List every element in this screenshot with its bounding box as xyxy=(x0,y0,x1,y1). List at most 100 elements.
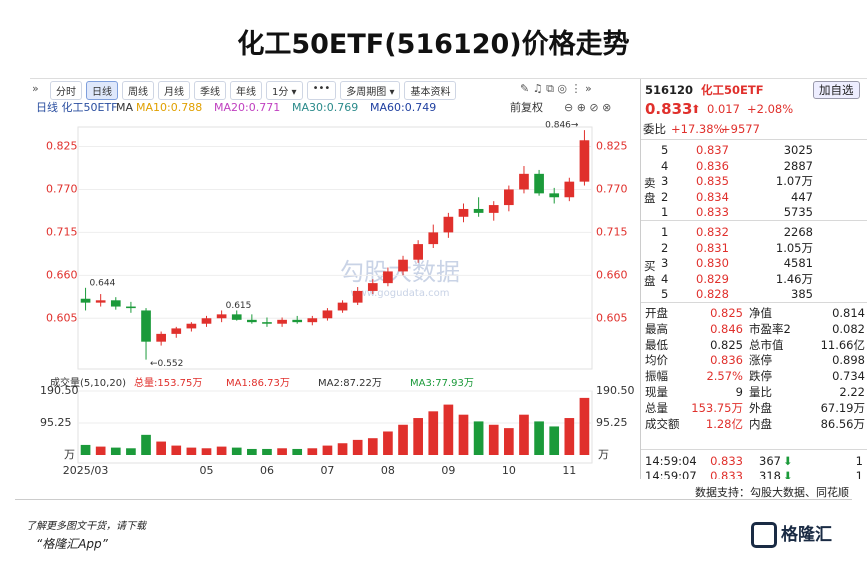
panel-cell: 0.836 xyxy=(696,158,729,173)
ma-label: MA60:0.749 xyxy=(370,101,436,114)
toolbar-button[interactable]: 分时 xyxy=(50,81,82,100)
panel-cell: 2 xyxy=(661,240,669,255)
volume-legend: MA1:86.73万 xyxy=(226,378,290,389)
tool-icons[interactable]: ✎ ♫ ⧉ ◎ ⋮ » xyxy=(520,82,592,95)
volume-bar xyxy=(110,447,121,455)
expand-icon[interactable]: » xyxy=(32,82,39,95)
panel-cell: 0.836 xyxy=(710,353,743,368)
candle-body xyxy=(292,319,303,323)
panel-cell: 0.814 xyxy=(832,306,865,320)
separator xyxy=(641,139,867,140)
panel-row: 2 0.831 1.05万 xyxy=(641,240,867,256)
y-tick-label-right: 0.660 xyxy=(596,268,628,281)
app-name: “格隆汇App” xyxy=(36,537,108,551)
candle-body xyxy=(534,173,544,194)
volume-bar xyxy=(504,428,514,455)
volume-bar xyxy=(277,448,287,455)
volume-bar xyxy=(473,421,484,455)
candle-body xyxy=(519,173,529,190)
ma-label: MA xyxy=(116,101,133,114)
indicator-label: 日线 化工50ETF xyxy=(36,100,118,114)
panel-row: 最低 0.825 总市值 11.66亿 xyxy=(641,337,867,353)
toolbar-button[interactable]: 多周期图 ▾ xyxy=(340,81,401,100)
ma-label: MA30:0.769 xyxy=(292,101,358,114)
panel-row: 均价 0.836 涨停 0.898 xyxy=(641,352,867,368)
volume-bar xyxy=(231,447,242,455)
panel-row: 14:59:04 0.833 367 1 ⬇ xyxy=(641,453,867,469)
panel-cell: 0.837 xyxy=(696,143,729,157)
toolbar-button[interactable]: ••• xyxy=(306,81,337,100)
volume-bar xyxy=(322,445,333,455)
toolbar-button[interactable]: 季线 xyxy=(194,81,226,100)
candle-body xyxy=(156,333,166,342)
volume-bar xyxy=(534,421,544,455)
toolbar-button[interactable]: 日线 xyxy=(86,81,118,100)
watermark-url: www.gogudata.com xyxy=(350,288,449,299)
panel-row: 14:59:07 0.833 318 1 ⬇ xyxy=(641,468,867,479)
y-tick-label: 0.715 xyxy=(46,225,78,238)
promo: 了解更多图文干货，请下载 xyxy=(26,521,146,532)
toolbar-button[interactable]: 1分 ▾ xyxy=(266,81,303,100)
panel-cell: 11.66亿 xyxy=(820,337,865,352)
panel-row: 5 0.828 385 xyxy=(641,286,867,302)
panel-cell: 跌停 xyxy=(749,369,772,384)
volume-bar xyxy=(579,397,590,455)
panel-row: 总量 153.75万 外盘 67.19万 xyxy=(641,400,867,416)
ma-label: MA10:0.788 xyxy=(136,101,202,114)
candle-body xyxy=(564,181,575,198)
panel-cell: 0.846 xyxy=(710,321,743,336)
annotation: 0.615 xyxy=(226,301,252,311)
panel-cell: 涨停 xyxy=(749,353,772,368)
volume-bar xyxy=(549,426,560,455)
add-watch-button[interactable]: 加自选 xyxy=(813,81,860,99)
toolbar-button[interactable]: 周线 xyxy=(122,81,154,100)
toolbar-button[interactable]: 基本资料 xyxy=(404,81,457,100)
panel-cell: 3 xyxy=(661,174,669,188)
panel-cell: 3 xyxy=(661,256,669,270)
panel-cell: 2 xyxy=(661,189,669,204)
panel-cell: +2.08% xyxy=(747,102,794,116)
volume-bar xyxy=(95,446,106,455)
volume-bar xyxy=(186,447,197,455)
panel-cell: 0.829 xyxy=(696,271,729,286)
y-tick-label: 0.770 xyxy=(46,182,78,195)
toolbar-button[interactable]: 年线 xyxy=(230,81,262,100)
panel-cell: 67.19万 xyxy=(820,400,865,415)
candle-body xyxy=(458,208,469,217)
candle-body xyxy=(126,306,136,309)
panel-cell: +17.38% xyxy=(671,122,725,136)
panel-cell: 0.833 xyxy=(696,205,729,219)
candle-body xyxy=(247,319,257,323)
annotation: 0.644 xyxy=(90,278,116,288)
panel-row: 现量 9 量比 2.22 xyxy=(641,384,867,400)
candle-body xyxy=(504,189,514,206)
volume-bar xyxy=(458,414,469,455)
volume-bar xyxy=(443,404,454,455)
panel-cell: 0.017 xyxy=(707,102,740,116)
plot-frame xyxy=(77,126,593,370)
panel-cell: 1.07万 xyxy=(775,174,813,188)
title: 化工50ETF(516120)价格走势 xyxy=(237,29,630,60)
panel-cell: 最高 xyxy=(645,321,668,336)
candle-body xyxy=(488,205,499,213)
panel-row: 最高 0.846 市盈率2 0.082 xyxy=(641,321,867,337)
volume-title: 成交量(5,10,20) xyxy=(50,376,126,389)
panel-row: 4 0.836 2887 xyxy=(641,158,867,174)
panel-cell: 化工50ETF xyxy=(701,83,764,97)
candle-body xyxy=(141,310,151,342)
panel-cell: 0.830 xyxy=(696,256,729,270)
panel-cell: 0.835 xyxy=(696,174,729,188)
adjust-icons: ⊖ ⊕ ⊘ ⊗ xyxy=(564,101,611,114)
panel-cell: 14:59:04 xyxy=(645,454,697,468)
toolbar-button[interactable]: 月线 xyxy=(158,81,190,100)
x-tick-label: 11 xyxy=(562,464,576,477)
volume-bar xyxy=(398,424,408,455)
separator xyxy=(641,302,867,303)
candle-body xyxy=(383,271,393,284)
x-tick-label: 07 xyxy=(320,464,334,477)
y-tick-label: 95.25 xyxy=(40,416,72,429)
panel-cell: 153.75万 xyxy=(691,400,743,415)
separator xyxy=(641,449,867,450)
panel-cell: 市盈率2 xyxy=(749,321,791,336)
